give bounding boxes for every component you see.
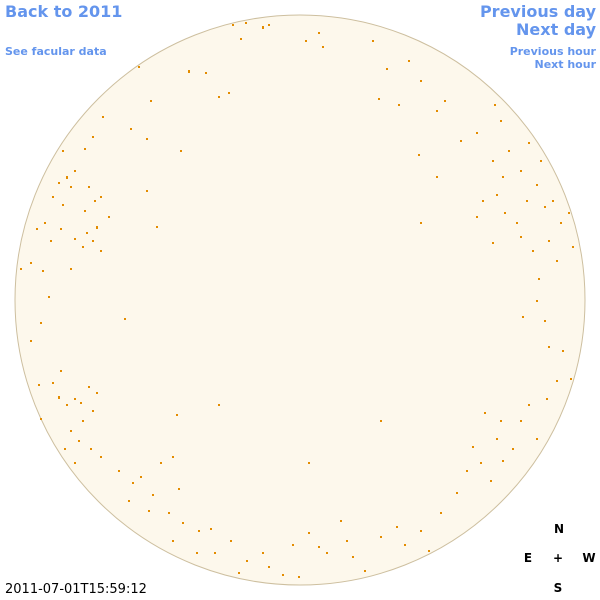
facular-link[interactable]: See facular data — [5, 45, 107, 58]
previous-hour-link[interactable]: Previous hour — [509, 45, 596, 58]
previous-day-link[interactable]: Previous day — [479, 2, 596, 21]
solar-disk — [14, 14, 586, 586]
next-day-link[interactable]: Next day — [516, 20, 596, 39]
back-link[interactable]: Back to 2011 — [5, 2, 123, 21]
compass-center: + — [552, 551, 564, 565]
compass-south: S — [553, 581, 563, 595]
compass-north: N — [553, 522, 565, 536]
next-hour-link[interactable]: Next hour — [534, 58, 597, 71]
compass-west: W — [582, 551, 596, 565]
timestamp: 2011-07-01T15:59:12 — [5, 582, 147, 597]
compass-east: E — [523, 551, 533, 565]
